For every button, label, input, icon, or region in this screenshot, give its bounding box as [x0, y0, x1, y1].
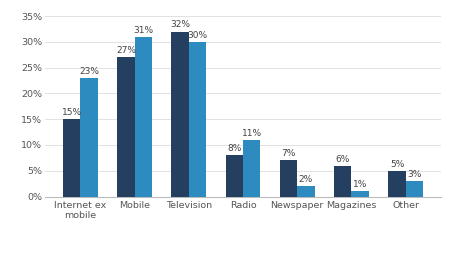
Text: 31%: 31%: [133, 26, 153, 35]
Bar: [63, 119, 81, 197]
Text: 8%: 8%: [227, 144, 242, 153]
Text: 15%: 15%: [62, 108, 82, 117]
Bar: [81, 78, 98, 197]
Bar: [334, 166, 351, 197]
Text: 32%: 32%: [170, 20, 190, 29]
Text: 27%: 27%: [116, 46, 136, 55]
Legend: Ad spend share % in 2019, Time spent share % in 2019: Ad spend share % in 2019, Time spent sha…: [94, 272, 392, 273]
Bar: [135, 37, 152, 197]
Bar: [405, 181, 423, 197]
Text: 3%: 3%: [407, 170, 422, 179]
Bar: [243, 140, 261, 197]
Text: 6%: 6%: [336, 155, 350, 164]
Bar: [280, 161, 297, 197]
Bar: [117, 57, 135, 197]
Bar: [189, 42, 206, 197]
Text: 23%: 23%: [79, 67, 99, 76]
Bar: [388, 171, 405, 197]
Text: 1%: 1%: [353, 180, 367, 189]
Bar: [351, 191, 369, 197]
Text: 11%: 11%: [242, 129, 262, 138]
Text: 5%: 5%: [390, 160, 404, 169]
Bar: [225, 155, 243, 197]
Bar: [297, 186, 315, 197]
Bar: [171, 32, 189, 197]
Text: 7%: 7%: [281, 149, 296, 158]
Text: 30%: 30%: [187, 31, 207, 40]
Text: 2%: 2%: [299, 175, 313, 184]
